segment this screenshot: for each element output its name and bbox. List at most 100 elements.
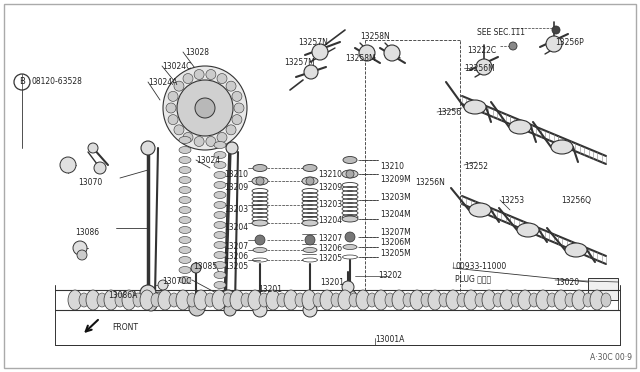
Ellipse shape [179,247,191,253]
Ellipse shape [214,241,226,248]
Text: 13210: 13210 [380,162,404,171]
Text: 13206M: 13206M [380,238,411,247]
Ellipse shape [367,293,377,307]
Ellipse shape [303,247,317,253]
Ellipse shape [115,293,125,307]
Text: 13222C: 13222C [467,46,496,55]
Text: FRONT: FRONT [112,323,138,332]
Ellipse shape [214,251,226,259]
Ellipse shape [133,293,143,307]
Circle shape [73,241,87,255]
Ellipse shape [493,293,503,307]
Ellipse shape [79,293,89,307]
Ellipse shape [205,293,215,307]
Ellipse shape [428,290,442,310]
Ellipse shape [457,293,467,307]
Ellipse shape [214,262,226,269]
Ellipse shape [194,290,208,310]
Text: 13258N: 13258N [360,32,390,41]
Ellipse shape [230,290,244,310]
Circle shape [206,137,216,147]
Circle shape [183,132,193,142]
Ellipse shape [529,293,539,307]
Text: 13086A: 13086A [108,291,138,300]
Text: A·30C 00·9: A·30C 00·9 [590,353,632,362]
Text: 13024: 13024 [196,156,220,165]
Text: 13201: 13201 [320,278,344,287]
Ellipse shape [179,276,191,283]
Text: 13258M: 13258M [345,54,376,63]
Ellipse shape [590,290,604,310]
Ellipse shape [179,237,191,244]
Circle shape [77,250,87,260]
Circle shape [226,142,238,154]
Ellipse shape [214,231,226,238]
Text: PLUG プラグ: PLUG プラグ [455,274,491,283]
Circle shape [384,45,400,61]
Text: 13256N: 13256N [415,178,445,187]
Ellipse shape [464,100,486,114]
Circle shape [191,263,201,273]
Ellipse shape [284,290,298,310]
Circle shape [168,115,178,125]
Ellipse shape [97,293,107,307]
Text: 13206: 13206 [224,252,248,261]
Circle shape [174,125,184,135]
Text: 13203: 13203 [318,200,342,209]
Circle shape [145,299,157,311]
Circle shape [94,162,106,174]
Ellipse shape [169,293,179,307]
Circle shape [359,45,375,61]
Ellipse shape [509,120,531,134]
Ellipse shape [214,182,226,189]
Ellipse shape [421,293,431,307]
Ellipse shape [547,293,557,307]
Text: 13205: 13205 [318,254,342,263]
Ellipse shape [140,290,154,310]
Circle shape [346,170,354,178]
Ellipse shape [259,293,269,307]
Ellipse shape [500,290,514,310]
Circle shape [60,157,76,173]
Circle shape [345,232,355,242]
Ellipse shape [253,164,267,171]
Ellipse shape [151,293,161,307]
Ellipse shape [482,290,496,310]
Text: 13203: 13203 [224,205,248,214]
Text: 13256M: 13256M [464,64,495,73]
Ellipse shape [583,293,593,307]
Ellipse shape [331,293,341,307]
Text: 13256P: 13256P [555,38,584,47]
Circle shape [253,303,267,317]
Ellipse shape [179,227,191,234]
Circle shape [232,92,242,102]
Circle shape [304,65,318,79]
Ellipse shape [104,290,118,310]
Circle shape [140,285,156,301]
Ellipse shape [241,293,251,307]
Circle shape [168,92,178,102]
Ellipse shape [214,151,226,158]
Ellipse shape [469,203,491,217]
Ellipse shape [179,147,191,154]
Circle shape [226,125,236,135]
Ellipse shape [187,293,197,307]
Circle shape [166,103,176,113]
Ellipse shape [554,290,568,310]
Ellipse shape [179,167,191,173]
Circle shape [234,103,244,113]
Circle shape [217,74,227,84]
Text: 00933-11000: 00933-11000 [455,262,506,271]
Text: 13205: 13205 [224,262,248,271]
Circle shape [232,115,242,125]
Ellipse shape [179,206,191,214]
Circle shape [226,81,236,91]
Ellipse shape [214,202,226,208]
Ellipse shape [214,192,226,199]
Circle shape [189,300,205,316]
Circle shape [312,44,328,60]
Ellipse shape [475,293,485,307]
Ellipse shape [320,290,334,310]
Text: 13070: 13070 [78,178,102,187]
Text: 13203M: 13203M [380,193,411,202]
